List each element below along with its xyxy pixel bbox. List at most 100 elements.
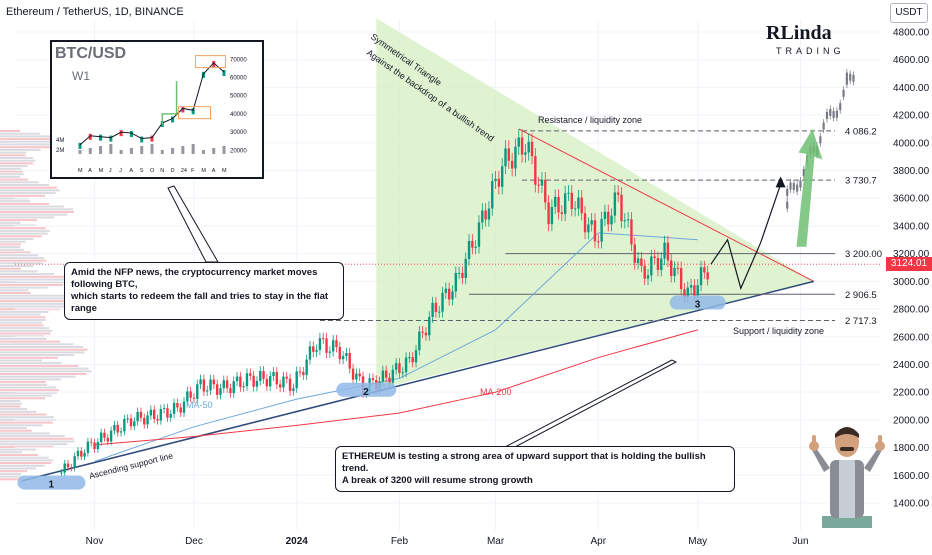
eth-callout: ETHEREUM is testing a strong area of upw… bbox=[335, 446, 735, 492]
inset-volume-bar bbox=[78, 150, 82, 154]
inset-y-tick: 70000 bbox=[230, 57, 247, 63]
volume-bar bbox=[0, 346, 84, 348]
volume-bar bbox=[0, 416, 54, 419]
volume-bar bbox=[0, 205, 65, 208]
candle-body bbox=[159, 409, 163, 421]
x-tick-label: Dec bbox=[185, 536, 203, 547]
projected-candle bbox=[849, 73, 852, 81]
x-tick-label: Jun bbox=[792, 536, 808, 547]
candle-body bbox=[312, 346, 315, 352]
candle-body bbox=[577, 197, 580, 209]
candle-body bbox=[404, 357, 408, 373]
candle-body bbox=[99, 432, 103, 443]
volume-bar bbox=[0, 332, 51, 335]
candle-body bbox=[401, 372, 404, 374]
y-tick-label: 2200.00 bbox=[893, 388, 930, 399]
volume-bar bbox=[0, 216, 54, 219]
y-axis[interactable]: 4800.00 4600.00 4400.00 4200.00 4000.00 3800.… bbox=[893, 28, 930, 510]
volume-bar bbox=[0, 440, 75, 443]
candle-body bbox=[86, 441, 90, 453]
symbol-header[interactable]: Ethereum / TetherUS, 1D, BINANCE bbox=[6, 6, 184, 18]
volume-bar bbox=[0, 319, 46, 321]
x-axis[interactable]: Nov Dec 2024 Feb Mar Apr May Jun bbox=[86, 536, 809, 547]
inset-candle bbox=[181, 106, 185, 113]
candle-body bbox=[544, 179, 547, 203]
candle-body bbox=[497, 178, 501, 187]
inset-volume-bar bbox=[99, 146, 103, 154]
y-tick-label: 2600.00 bbox=[893, 332, 930, 343]
inset-candle bbox=[140, 136, 144, 143]
ma200-label: MA-200 bbox=[480, 387, 512, 397]
candle-body bbox=[563, 193, 567, 214]
candle-body bbox=[663, 242, 666, 259]
candle-body bbox=[232, 381, 235, 394]
volume-bar bbox=[0, 378, 61, 381]
candle-body bbox=[66, 463, 70, 468]
candle-body bbox=[126, 418, 129, 420]
candle-body bbox=[457, 272, 461, 274]
volume-bar bbox=[0, 267, 21, 270]
candle-body bbox=[229, 388, 232, 394]
candle-body bbox=[249, 373, 252, 376]
currency-button[interactable]: USDT bbox=[890, 3, 928, 23]
touch-zones: 1 2 3 bbox=[17, 295, 726, 491]
inset-x-tick: M bbox=[78, 168, 83, 174]
logo-top: RLinda bbox=[766, 22, 832, 44]
volume-bar bbox=[0, 427, 27, 429]
candle-body bbox=[699, 267, 703, 286]
inset-y-tick: 30000 bbox=[230, 130, 247, 136]
volume-bar bbox=[0, 472, 22, 475]
projected-candle bbox=[832, 110, 835, 118]
candle-body bbox=[510, 160, 514, 169]
y-tick-label: 3600.00 bbox=[893, 194, 930, 205]
candle-body bbox=[225, 380, 229, 389]
candle-body bbox=[80, 450, 83, 457]
candle-body bbox=[451, 291, 454, 300]
candle-body bbox=[517, 137, 520, 147]
candle-body bbox=[464, 258, 467, 279]
inset-volume-bar bbox=[129, 148, 133, 154]
candle-body bbox=[315, 349, 318, 352]
inset-vol-tick: 2M bbox=[56, 148, 64, 154]
volume-bar bbox=[0, 389, 60, 392]
inset-y-tick: 50000 bbox=[230, 94, 247, 100]
volume-bar bbox=[0, 402, 23, 405]
volume-bar bbox=[0, 265, 34, 267]
forecast bbox=[710, 69, 855, 291]
x-tick-label: 2024 bbox=[286, 536, 309, 547]
forecast-path bbox=[710, 184, 782, 291]
y-tick-label: 4600.00 bbox=[893, 55, 930, 66]
candle-body bbox=[63, 463, 66, 473]
candle-body bbox=[176, 402, 179, 408]
volume-bar bbox=[0, 321, 43, 324]
volume-bar bbox=[0, 178, 29, 181]
candle-body bbox=[196, 384, 199, 399]
candle-body bbox=[434, 302, 438, 313]
candle-body bbox=[215, 384, 219, 395]
candle-body bbox=[136, 411, 139, 422]
candle-body bbox=[411, 357, 414, 363]
volume-bar bbox=[0, 192, 56, 195]
volume-bar bbox=[0, 275, 67, 278]
volume-bar bbox=[0, 302, 80, 305]
candle-body bbox=[331, 340, 335, 352]
ascending-support-line bbox=[21, 280, 814, 482]
candle-body bbox=[500, 166, 504, 187]
projected-candle bbox=[792, 183, 795, 190]
candle-body bbox=[123, 418, 126, 432]
candle-body bbox=[527, 141, 530, 153]
candle-body bbox=[345, 352, 348, 357]
candle-body bbox=[255, 380, 259, 387]
candle-body bbox=[259, 371, 262, 381]
projected-candle bbox=[786, 201, 789, 209]
candle-body bbox=[514, 146, 517, 169]
candle-body bbox=[388, 377, 391, 383]
candle-body bbox=[152, 409, 156, 419]
inset-volume-bar bbox=[160, 150, 164, 154]
candle-body bbox=[384, 370, 388, 378]
x-tick-label: Feb bbox=[391, 536, 409, 547]
candle-body bbox=[192, 397, 196, 399]
projected-candle bbox=[829, 109, 832, 116]
inset-volume-bar bbox=[150, 144, 154, 154]
volume-bar bbox=[0, 213, 68, 216]
